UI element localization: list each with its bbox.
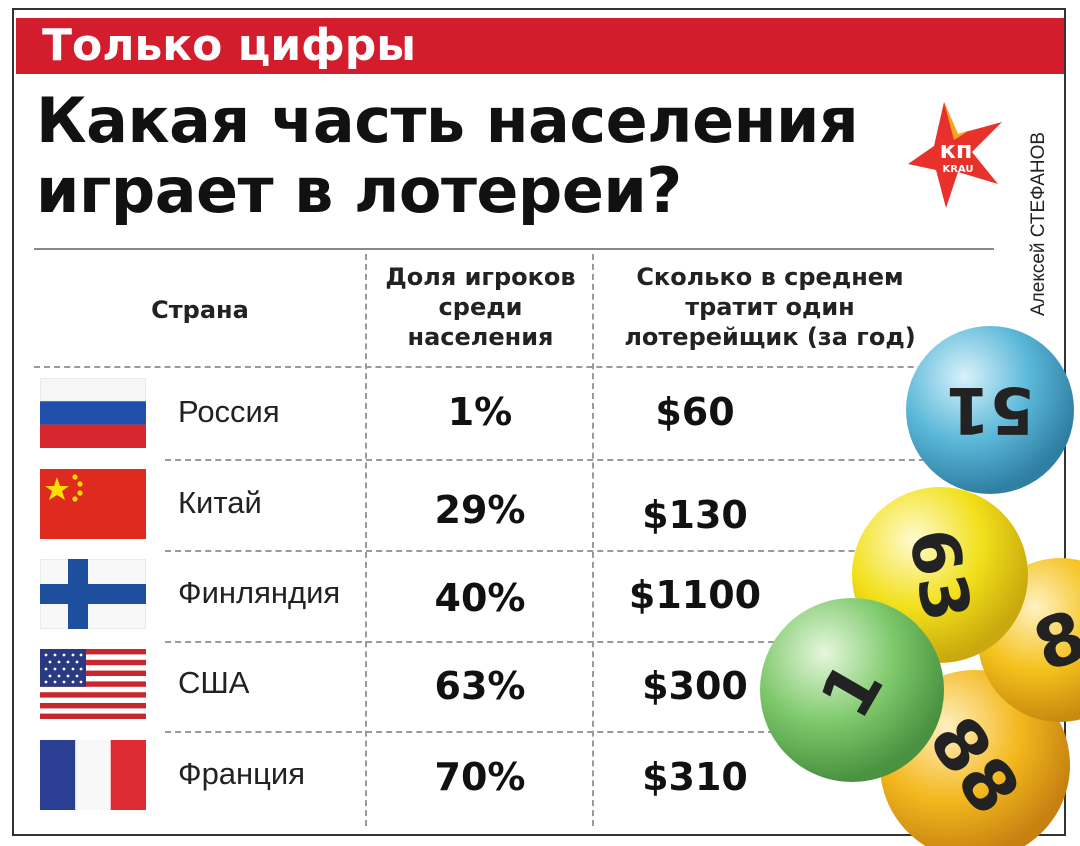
china-flag <box>40 469 146 539</box>
share-value: 40% <box>434 576 526 620</box>
table-top-rule <box>34 248 994 250</box>
header-divider <box>34 366 994 368</box>
col-header-share-line: среди <box>438 293 523 321</box>
column-divider-1 <box>365 254 367 826</box>
col-header-share-line: населения <box>407 323 554 351</box>
headline-line-2: играет в лотереи? <box>36 154 682 227</box>
rubric-banner: Только цифры <box>16 18 1064 74</box>
country-name: Китай <box>178 485 262 520</box>
author-credit: Алексей СТЕФАНОВ <box>1028 131 1049 316</box>
spend-value: $300 <box>642 664 748 708</box>
share-value: 70% <box>434 755 526 799</box>
france-flag <box>40 740 146 810</box>
spend-value: $1100 <box>628 573 762 617</box>
country-name: Франция <box>178 756 306 791</box>
row-divider <box>165 731 945 733</box>
kp-logo: кп KRAU <box>908 102 1002 208</box>
col-header-spend-line: Сколько в среднем <box>636 263 904 291</box>
headline-line-1: Какая часть населения <box>36 84 859 157</box>
col-header-spend-line: тратит один <box>685 293 855 321</box>
row-divider <box>165 641 945 643</box>
share-value: 63% <box>434 664 526 708</box>
row-divider <box>165 550 945 552</box>
logo-subtext: KRAU <box>942 164 973 175</box>
country-name: Финляндия <box>178 575 341 610</box>
row-divider <box>165 459 945 461</box>
col-header-share: Доля игроков среди населения <box>368 262 593 352</box>
col-header-spend-line: лотерейщик (за год) <box>624 323 916 351</box>
russia-flag <box>40 378 146 448</box>
finland-flag <box>40 559 146 629</box>
country-name: Россия <box>178 394 280 429</box>
rubric-label: Только цифры <box>42 20 417 71</box>
share-value: 29% <box>434 488 526 532</box>
logo-text: кп <box>940 136 973 164</box>
logo-star-shape <box>908 102 1002 208</box>
headline: Какая часть населения играет в лотереи? <box>36 86 916 226</box>
spend-value: $130 <box>642 493 748 537</box>
col-header-country: Страна <box>110 295 290 325</box>
spend-value: $310 <box>642 755 748 799</box>
spend-value: $60 <box>655 390 735 434</box>
usa-flag <box>40 649 146 719</box>
country-name: США <box>178 665 250 700</box>
share-value: 1% <box>447 390 513 434</box>
col-header-country-text: Страна <box>151 296 249 324</box>
column-divider-2 <box>592 254 594 826</box>
col-header-share-line: Доля игроков <box>385 263 576 291</box>
col-header-spend: Сколько в среднем тратит один лотерейщик… <box>596 262 944 352</box>
